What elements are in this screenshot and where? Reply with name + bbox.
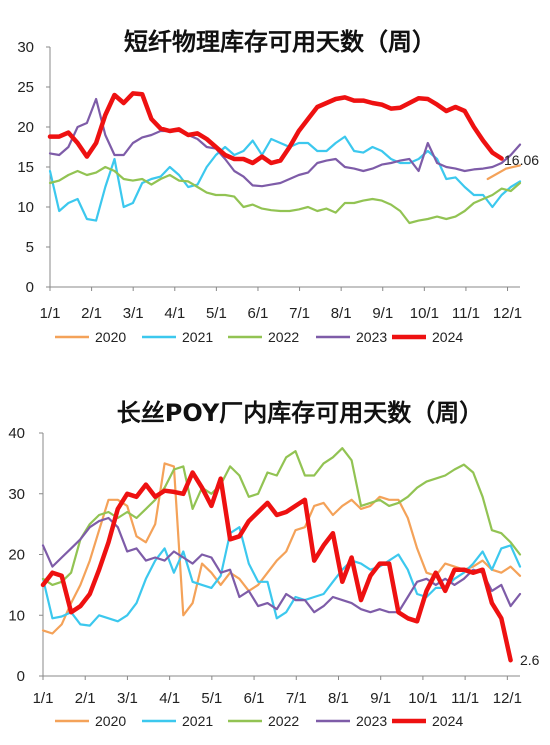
x-tick-label: 5/1 xyxy=(201,690,222,707)
chart-panel-short-fiber: 短纤物理库存可用天数（周） 0 5 10 15 20 25 30 1/1 2/1 3/1 4/1 5/… xyxy=(0,0,550,360)
x-tick-label: 8/1 xyxy=(328,690,349,707)
y-tick-label: 5 xyxy=(26,239,34,256)
x-tick-label: 9/1 xyxy=(372,305,393,322)
end-value-label: 16.06 xyxy=(504,152,539,168)
legend-label-2020: 2020 xyxy=(95,329,126,345)
chart-title: 短纤物理库存可用天数（周） xyxy=(124,28,436,56)
legend-label-2021: 2021 xyxy=(182,329,213,345)
series-line-2024 xyxy=(47,91,504,166)
x-tick-label: 2/1 xyxy=(81,305,102,322)
chart-legend: 2020 2021 2022 2023 2024 xyxy=(55,713,463,729)
x-tick-label: 4/1 xyxy=(159,690,180,707)
legend-label-2023: 2023 xyxy=(356,329,387,345)
y-tick-label: 0 xyxy=(17,668,25,685)
x-tick-label: 10/1 xyxy=(408,690,437,707)
chart-axes: 0 10 20 30 40 1/1 2/1 3/1 4/1 5/1 6/1 7/1 8/1 9/1 10/1… xyxy=(8,425,522,707)
x-tick-label: 6/1 xyxy=(244,690,265,707)
x-tick-label: 3/1 xyxy=(117,690,138,707)
chart-series-group xyxy=(40,447,522,663)
x-tick-label: 7/1 xyxy=(286,690,307,707)
legend-label-2022: 2022 xyxy=(268,713,299,729)
y-tick-label: 20 xyxy=(17,119,34,136)
x-tick-label: 1/1 xyxy=(33,690,54,707)
legend-label-2024: 2024 xyxy=(432,329,463,345)
y-tick-label: 30 xyxy=(17,39,34,56)
x-tick-label: 12/1 xyxy=(493,690,522,707)
chart-short-fiber-inventory: 短纤物理库存可用天数（周） 0 5 10 15 20 25 30 1/1 2/1 3/1 4/1 5/… xyxy=(17,28,539,345)
x-tick-label: 8/1 xyxy=(331,305,352,322)
chart-title: 长丝POY厂内库存可用天数（周） xyxy=(117,399,484,427)
series-line-2020 xyxy=(486,164,522,181)
y-tick-label: 30 xyxy=(8,486,25,503)
legend-label-2020: 2020 xyxy=(95,713,126,729)
x-tick-label: 10/1 xyxy=(410,305,439,322)
legend-label-2023: 2023 xyxy=(356,713,387,729)
series-line-2022 xyxy=(48,165,522,225)
series-line-2021 xyxy=(41,526,522,627)
chart-legend: 2020 2021 2022 2023 2024 xyxy=(55,329,463,345)
chart-axes: 0 5 10 15 20 25 30 1/1 2/1 3/1 4/1 5/1 6/1 7/1 8/1 9/1 1… xyxy=(17,39,522,322)
x-tick-label: 2/1 xyxy=(75,690,96,707)
chart-series-group xyxy=(47,91,522,225)
y-tick-label: 20 xyxy=(8,547,25,564)
y-tick-label: 10 xyxy=(17,199,34,216)
y-tick-label: 15 xyxy=(17,159,34,176)
legend-label-2022: 2022 xyxy=(268,329,299,345)
end-value-label: 2.6 xyxy=(520,652,540,668)
series-line-2023 xyxy=(48,97,522,188)
y-tick-label: 40 xyxy=(8,425,25,442)
x-tick-label: 1/1 xyxy=(40,305,61,322)
x-tick-label: 6/1 xyxy=(248,305,269,322)
x-tick-label: 9/1 xyxy=(370,690,391,707)
series-line-2024 xyxy=(40,470,513,663)
x-tick-label: 12/1 xyxy=(493,305,522,322)
chart-panel-poy: 长丝POY厂内库存可用天数（周） 0 10 20 30 40 1/1 2/1 3/1 4/1 5/… xyxy=(0,385,550,745)
x-tick-label: 5/1 xyxy=(206,305,227,322)
y-tick-label: 25 xyxy=(17,79,34,96)
chart-poy-inventory: 长丝POY厂内库存可用天数（周） 0 10 20 30 40 1/1 2/1 3/1 4/1 5/… xyxy=(8,399,540,729)
series-line-2022 xyxy=(41,447,522,586)
x-tick-label: 11/1 xyxy=(452,305,480,322)
y-tick-label: 10 xyxy=(8,607,25,624)
series-line-2021 xyxy=(48,135,522,222)
x-tick-label: 11/1 xyxy=(451,690,479,707)
y-tick-label: 0 xyxy=(26,279,34,296)
x-tick-label: 7/1 xyxy=(289,305,310,322)
series-line-2020 xyxy=(41,462,522,635)
legend-label-2021: 2021 xyxy=(182,713,213,729)
x-tick-label: 3/1 xyxy=(123,305,144,322)
x-tick-label: 4/1 xyxy=(164,305,185,322)
legend-label-2024: 2024 xyxy=(432,713,463,729)
